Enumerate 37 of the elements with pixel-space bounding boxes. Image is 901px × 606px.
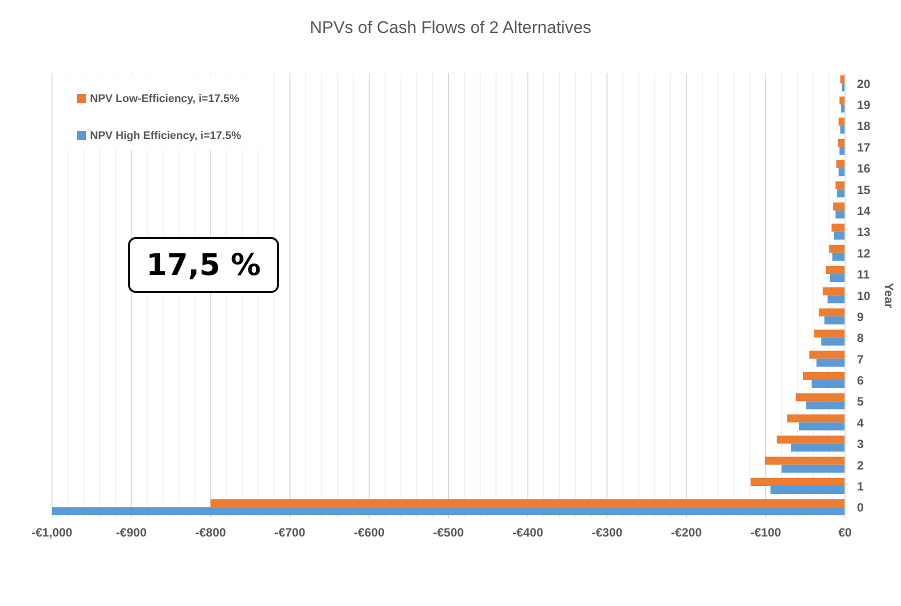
- y-tick-label: 12: [857, 246, 871, 260]
- x-tick-label: -€700: [274, 526, 306, 540]
- y-tick-label: 0: [857, 500, 864, 515]
- y-tick-label: 13: [857, 225, 871, 240]
- y-tick-label: 11: [857, 268, 870, 282]
- x-tick-label: -€200: [671, 526, 702, 540]
- x-tick-label: -€300: [592, 526, 623, 540]
- y-tick-label: 3: [857, 437, 864, 452]
- y-tick-label: 9: [857, 310, 864, 324]
- x-tick-label: -€100: [750, 526, 782, 540]
- y-tick-label: 14: [857, 204, 871, 218]
- annotation: 17,5 %: [146, 248, 261, 282]
- y-tick-label: 15: [857, 182, 871, 197]
- y-axis-title: Year: [882, 282, 896, 309]
- x-tick-label: -€400: [512, 526, 544, 540]
- x-tick-label: -€600: [354, 526, 385, 540]
- x-tick-label: -€900: [116, 526, 147, 540]
- x-tick-label: -€800: [195, 526, 226, 540]
- legend-label: NPV Low-Efficiency, i=17.5%: [90, 92, 240, 104]
- chart-title: NPVs of Cash Flows of 2 Alternatives: [310, 18, 592, 37]
- y-tick-label: 7: [857, 352, 864, 366]
- y-tick-label: 6: [857, 374, 864, 388]
- y-tick-label: 1: [857, 479, 864, 494]
- y-tick-label: 2: [857, 458, 864, 472]
- legend-label: NPV High Efficiency, i=17.5%: [90, 130, 242, 142]
- x-tick-label: €0: [838, 526, 852, 540]
- y-tick-label: 20: [857, 76, 871, 91]
- y-tick-label: 17: [857, 140, 871, 154]
- x-tick-label: -€500: [433, 526, 464, 540]
- y-tick-label: 16: [857, 162, 871, 176]
- y-tick-label: 18: [857, 119, 871, 134]
- y-tick-label: 4: [857, 416, 864, 430]
- y-tick-label: 19: [857, 98, 871, 112]
- y-tick-label: 10: [857, 288, 871, 303]
- y-tick-label: 8: [857, 331, 864, 346]
- x-tick-label: -€1,000: [32, 526, 73, 540]
- y-tick-label: 5: [857, 394, 864, 409]
